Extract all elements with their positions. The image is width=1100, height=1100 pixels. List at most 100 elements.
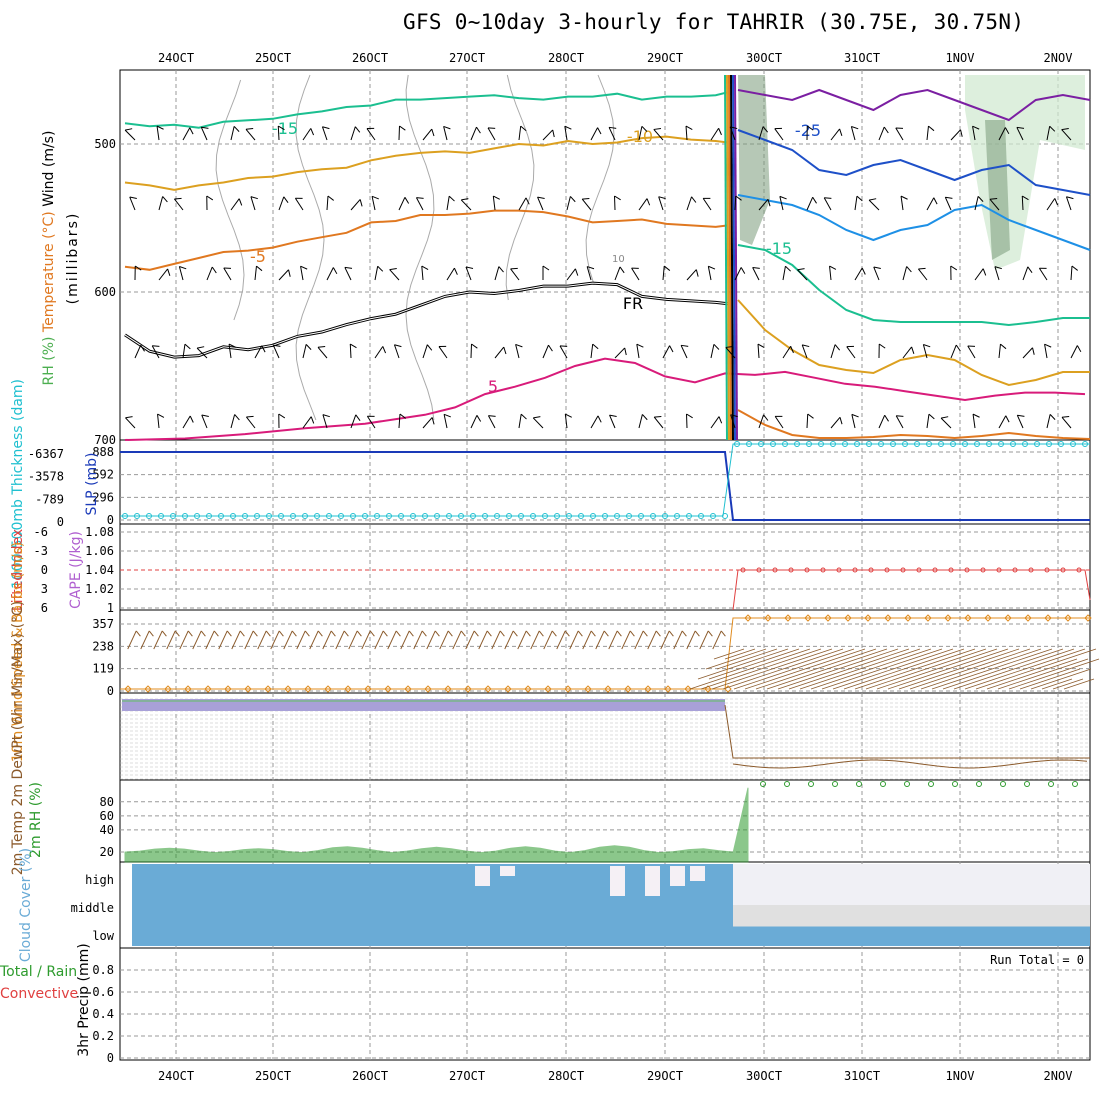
wind10-barb [361, 630, 375, 650]
wind-barb [564, 125, 572, 141]
wind-barb-staff [725, 347, 736, 359]
wind-barb [734, 195, 742, 211]
thickness-marker [674, 513, 680, 519]
wind10-barb-dense [799, 678, 831, 690]
wind10-ylabel: 10m Wind Speed & Barbs (m/s) [10, 542, 26, 762]
wind-barb-staff [998, 344, 1001, 359]
wind-barb-flag [167, 268, 171, 276]
lifted-index-line [732, 569, 1091, 611]
wind10-barb-dense [815, 658, 847, 670]
wind10-barb-staff [127, 630, 137, 650]
wind-barb-flag [851, 413, 859, 418]
wind10-marker [384, 685, 392, 693]
wind-barb-flag [928, 413, 935, 420]
wind-barb-flag [663, 265, 671, 271]
wind-barb [510, 267, 520, 281]
wind10-barb-staff [244, 630, 254, 650]
wind-barb-flag [735, 195, 742, 201]
wind-barb [196, 346, 208, 359]
slp-tick-label: 296 [92, 490, 114, 504]
wind-barb-staff [782, 345, 792, 359]
wind-barb-staff [245, 128, 256, 141]
wind-barb-flag [846, 345, 854, 348]
thickness-marker [338, 513, 344, 519]
wind-barb-flag [174, 197, 182, 200]
wind-barb-flag [685, 125, 693, 131]
wind-barb [830, 128, 843, 141]
wind-barb-flag [245, 127, 254, 130]
wind-barb [421, 265, 429, 281]
wind-barb [710, 127, 722, 141]
wind-barb [926, 125, 935, 141]
wind-barb [398, 413, 406, 429]
precip-ylabel: 3hr Precip (mm) [76, 943, 92, 1056]
wind-barb [272, 344, 281, 359]
wind10-barb-dense [727, 658, 759, 670]
wind-barb [950, 265, 958, 281]
thickness-marker [938, 441, 944, 447]
temp-contour--10 [124, 135, 729, 191]
wind-barb-flag [487, 127, 496, 129]
wind-barb-flag [525, 197, 530, 205]
wind-barb-staff [658, 196, 664, 211]
wind-barb-flag [873, 266, 881, 269]
wind-barb [371, 195, 379, 211]
thickness-marker [950, 441, 956, 447]
wind10-barb-flag [226, 630, 232, 637]
wind-barb-staff [757, 343, 760, 359]
wind-barb [389, 268, 400, 281]
wind-barb-staff [200, 127, 208, 141]
wind10-barb [582, 630, 596, 650]
wind-barb-staff [710, 344, 715, 359]
wind10-barb-dense [958, 658, 990, 670]
wind-barb [974, 196, 984, 211]
wind-barb-flag [960, 129, 963, 137]
wind10-barb-flag [720, 630, 726, 637]
wind10-barb-dense [920, 678, 952, 690]
lifted-index-marker [996, 567, 1002, 573]
wind10-barb [699, 630, 713, 650]
thickness-marker [458, 513, 464, 519]
wind-barb [350, 126, 361, 141]
wind10-marker [844, 614, 852, 622]
wind10-barb [153, 630, 167, 650]
wind10-barb-flag [694, 630, 700, 637]
wind10-barb-dense [724, 648, 756, 660]
wind10-barb-dense [854, 678, 886, 690]
wind-barb [470, 126, 481, 141]
wind-barb-staff [421, 266, 424, 281]
wind-barb-flag [933, 197, 938, 205]
cloud-gap [475, 866, 490, 886]
wind-barb-flag [355, 414, 361, 421]
wind-barb [972, 125, 980, 141]
wind-barb-staff [779, 196, 784, 211]
wind-barb-staff [944, 197, 952, 211]
li-tick-label: 3 [41, 582, 48, 596]
wind10-barb [686, 630, 700, 650]
wind-barb-flag [228, 343, 236, 348]
wind-barb-staff [487, 127, 496, 141]
wind-barb [542, 129, 555, 141]
wind-barb [158, 196, 168, 211]
wind-barb-staff [878, 126, 885, 141]
wind10-barb-dense [1065, 648, 1097, 660]
wind-barb-staff [680, 345, 688, 359]
wind10-barb-dense [947, 658, 979, 670]
wind-barb [926, 413, 935, 429]
x-tick-bottom-label: 26OCT [352, 1069, 388, 1083]
run-total-annotation: Run Total = 0 [990, 953, 1084, 967]
wind-barb-flag [642, 414, 648, 421]
wind-barb [662, 345, 674, 359]
wind-barb-flag [775, 415, 783, 417]
thickness-marker [170, 513, 176, 519]
wind-barb [710, 343, 720, 359]
wind-barb-flag [366, 127, 375, 130]
wind-barb-flag [631, 267, 639, 269]
thickness-marker [278, 513, 284, 519]
wind-barb [686, 196, 697, 211]
wind-barb-staff [638, 126, 643, 141]
wind10-barb-dense [837, 658, 869, 670]
thickness-marker [554, 513, 560, 519]
wind-barb [470, 343, 478, 359]
